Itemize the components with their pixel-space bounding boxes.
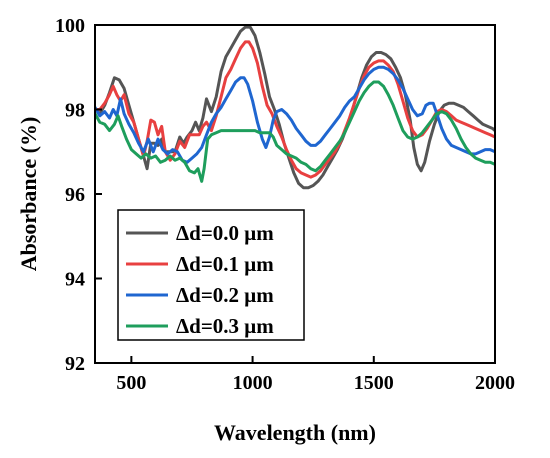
series-line-3 bbox=[95, 80, 495, 183]
legend: Δd=0.0 μm Δd=0.1 μm Δd=0.2 μm Δd=0.3 μm bbox=[117, 209, 305, 341]
series-layer bbox=[95, 25, 495, 190]
y-axis-title: Absorbance (%) bbox=[16, 117, 41, 272]
series-line-2 bbox=[95, 65, 495, 164]
y-tick-label: 94 bbox=[65, 269, 85, 291]
axis-ticks: 500 1000 1500 2000 92 94 96 98 100 bbox=[55, 15, 515, 394]
x-axis-title: Wavelength (nm) bbox=[214, 420, 376, 445]
legend-label-3: Δd=0.3 μm bbox=[176, 314, 274, 338]
y-tick-label: 100 bbox=[55, 15, 85, 37]
legend-label-0: Δd=0.0 μm bbox=[176, 221, 274, 245]
x-tick-label: 2000 bbox=[475, 372, 515, 394]
y-tick-label: 96 bbox=[65, 184, 85, 206]
x-tick-label: 1000 bbox=[233, 372, 273, 394]
y-tick-label: 92 bbox=[65, 353, 85, 375]
y-tick-label: 98 bbox=[65, 100, 85, 122]
x-tick-label: 500 bbox=[116, 372, 146, 394]
legend-label-1: Δd=0.1 μm bbox=[176, 252, 274, 276]
x-tick-label: 1500 bbox=[354, 372, 394, 394]
legend-label-2: Δd=0.2 μm bbox=[176, 283, 274, 307]
